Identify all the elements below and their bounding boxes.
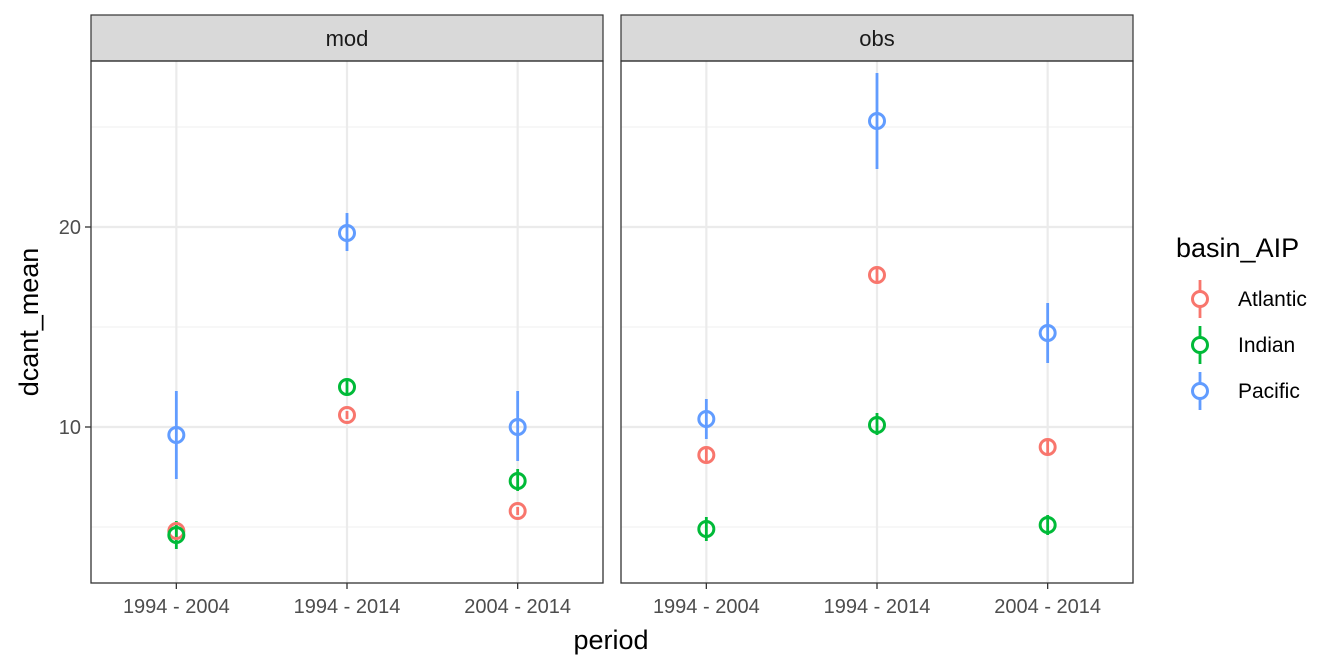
point-pacific [868,112,886,130]
x-axis-title: period [573,625,648,655]
legend-label: Atlantic [1238,288,1307,311]
point-atlantic [508,502,527,520]
point-indian [697,520,716,538]
legend-item-indian: Indian [1191,326,1295,364]
y-tick-label: 10 [59,417,81,439]
data-layer [167,213,527,549]
facet-strip-label: obs [859,26,894,51]
legend: basin_AIP Atlantic Indian Pacific [1176,233,1307,410]
point-indian [167,526,186,544]
x-tick-label: 1994 - 2014 [294,596,401,618]
legend-item-atlantic: Atlantic [1191,280,1307,318]
legend-label: Indian [1238,334,1295,357]
point-atlantic [697,446,716,464]
legend-key-point [1191,336,1209,354]
x-tick-label: 1994 - 2004 [653,596,760,618]
legend-key-point [1191,290,1209,308]
legend-label: Pacific [1238,380,1300,403]
point-indian [868,416,886,434]
point-atlantic [1038,438,1057,456]
data-layer [697,73,1057,541]
point-pacific [167,426,186,444]
x-tick-label: 2004 - 2014 [994,596,1101,618]
x-tick-label: 1994 - 2014 [824,596,931,618]
point-atlantic [338,406,356,424]
legend-key-point [1191,382,1209,400]
y-tick-label: 20 [59,217,81,239]
legend-item-pacific: Pacific [1191,372,1300,410]
point-pacific [508,418,527,436]
x-tick-label: 1994 - 2004 [123,596,230,618]
point-indian [1038,516,1057,534]
y-axis-title: dcant_mean [14,248,44,397]
point-indian [508,472,527,490]
point-indian [338,378,356,396]
point-atlantic [868,266,886,284]
facet-panel-obs: obs [620,14,1134,584]
point-pacific [338,224,356,242]
facet-strip [90,14,604,62]
point-pacific [1038,324,1057,342]
point-pacific [697,410,716,428]
facet-strip-label: mod [326,26,369,51]
legend-title: basin_AIP [1176,233,1299,263]
x-tick-label: 2004 - 2014 [464,596,571,618]
facet-strip [620,14,1134,62]
facet-panel-mod: mod [90,14,604,584]
